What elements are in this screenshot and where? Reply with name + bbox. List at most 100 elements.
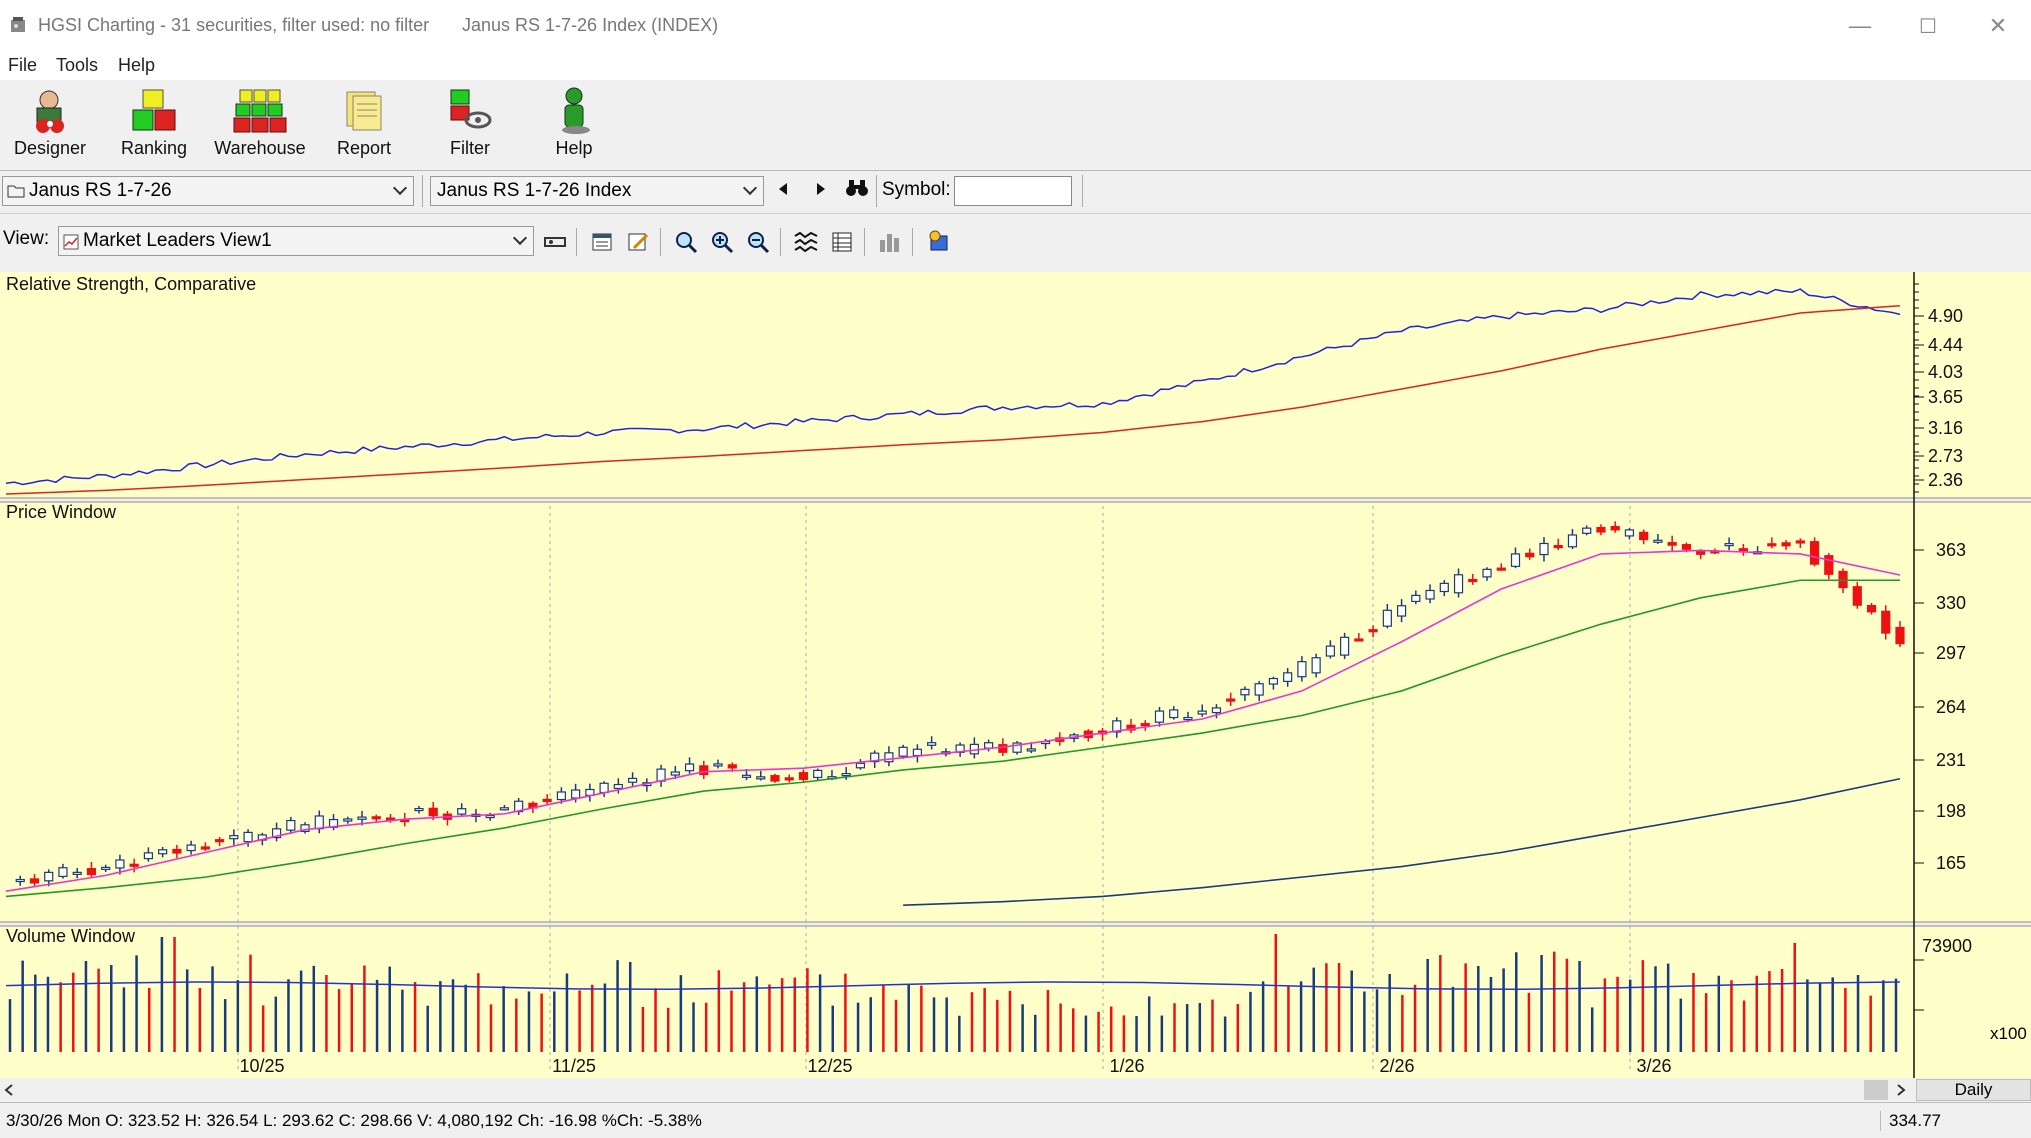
magnifier-icon bbox=[676, 232, 698, 254]
list-select[interactable]: Janus RS 1-7-26 bbox=[2, 176, 414, 206]
view-settings-button[interactable] bbox=[542, 228, 570, 256]
bar-chart-button[interactable] bbox=[876, 228, 904, 256]
date-tick-label: 12/25 bbox=[807, 1056, 852, 1076]
zoom-out-button[interactable] bbox=[744, 228, 772, 256]
ranking-button[interactable]: Ranking bbox=[106, 84, 202, 168]
candle-up bbox=[898, 746, 908, 757]
view-select[interactable]: Market Leaders View1 bbox=[58, 226, 534, 256]
candle-down bbox=[784, 777, 794, 781]
candle-up bbox=[1539, 542, 1549, 556]
previous-arrow-icon[interactable] bbox=[776, 181, 790, 197]
binoculars-icon[interactable] bbox=[844, 177, 870, 199]
scroll-thumb[interactable] bbox=[1864, 1080, 1888, 1100]
candle-up bbox=[813, 769, 823, 779]
date-tick-label: 3/26 bbox=[1636, 1056, 1671, 1076]
rs-pane-title: Relative Strength, Comparative bbox=[6, 274, 257, 294]
divider bbox=[576, 228, 577, 256]
maximize-button[interactable]: ☐ bbox=[1919, 15, 1937, 38]
date-tick-label: 1/26 bbox=[1109, 1056, 1144, 1076]
candle-up bbox=[1254, 683, 1264, 696]
candle-down bbox=[1767, 543, 1777, 547]
candle-down bbox=[798, 772, 809, 780]
rs-price-separator bbox=[0, 498, 2031, 502]
candle-up bbox=[72, 871, 82, 875]
candle-up bbox=[1325, 645, 1335, 657]
volume-axis-label: 73900 bbox=[1922, 936, 1972, 956]
candle-up bbox=[870, 752, 880, 763]
menu-tools[interactable]: Tools bbox=[56, 55, 99, 75]
filter-icon bbox=[450, 89, 492, 129]
symbol-input[interactable] bbox=[954, 176, 1072, 206]
designer-button[interactable]: Designer bbox=[2, 84, 98, 168]
date-tick-label: 2/26 bbox=[1379, 1056, 1414, 1076]
rs-axis-label: 4.90 bbox=[1928, 306, 1963, 326]
table-button[interactable] bbox=[828, 228, 856, 256]
candle-up bbox=[314, 815, 324, 830]
selector-bar: Janus RS 1-7-26 Janus RS 1-7-26 Index Sy… bbox=[0, 171, 2031, 214]
window-title: HGSI Charting - 31 securities, filter us… bbox=[38, 15, 430, 35]
timeframe-button[interactable]: Daily bbox=[1916, 1079, 2031, 1101]
long-moving-average-line bbox=[903, 777, 1901, 907]
price-volume-separator bbox=[0, 922, 2031, 926]
edit-button[interactable] bbox=[624, 228, 652, 256]
candle-up bbox=[1411, 594, 1421, 603]
candle-down bbox=[29, 878, 40, 884]
candle-up bbox=[229, 835, 239, 840]
menu-file[interactable]: File bbox=[8, 55, 38, 75]
candle-up bbox=[912, 748, 922, 757]
candle-up bbox=[1724, 543, 1734, 547]
chart-canvas[interactable]: 10/25 11/25 12/25 1/26 2/26 3/26 4.90 4.44 4.03 3… bbox=[0, 272, 2031, 1078]
candle-up bbox=[656, 768, 666, 782]
report-icon bbox=[346, 91, 382, 131]
candle-up bbox=[1582, 527, 1592, 534]
candle-down bbox=[1468, 578, 1478, 583]
indicators-button[interactable] bbox=[792, 228, 820, 256]
candle-up bbox=[1510, 553, 1521, 567]
export-button[interactable] bbox=[924, 228, 952, 256]
candle-up bbox=[1382, 609, 1392, 627]
rs-axis-label: 3.65 bbox=[1928, 387, 1963, 407]
divider bbox=[912, 228, 913, 256]
properties-button[interactable] bbox=[588, 228, 616, 256]
next-arrow-icon[interactable] bbox=[814, 181, 828, 197]
candle-down bbox=[1610, 525, 1620, 531]
scroll-right-icon[interactable] bbox=[1896, 1084, 1906, 1096]
search-button[interactable] bbox=[672, 228, 700, 256]
menu-help[interactable]: Help bbox=[118, 55, 156, 75]
candle-down bbox=[129, 863, 139, 867]
chart-area[interactable]: 10/25 11/25 12/25 1/26 2/26 3/26 4.90 4.44 4.03 3… bbox=[0, 272, 2031, 1080]
view-label: View: bbox=[3, 228, 50, 249]
divider bbox=[1082, 175, 1083, 207]
candle-up bbox=[613, 783, 623, 790]
candle-down bbox=[1525, 552, 1535, 558]
rs-axis-label: 2.36 bbox=[1928, 470, 1963, 490]
candle-up bbox=[713, 763, 723, 767]
candle-down bbox=[1866, 604, 1877, 613]
zoom-in-button[interactable] bbox=[708, 228, 736, 256]
security-select[interactable]: Janus RS 1-7-26 Index bbox=[430, 176, 764, 206]
divider bbox=[422, 175, 423, 207]
candle-down bbox=[215, 839, 225, 843]
price-axis-label: 198 bbox=[1936, 801, 1966, 821]
mid-moving-average-line bbox=[5, 579, 1900, 898]
report-button[interactable]: Report bbox=[316, 84, 412, 168]
candle-up bbox=[115, 859, 125, 869]
chevron-down-icon bbox=[742, 180, 758, 196]
candle-up bbox=[243, 831, 253, 843]
scroll-left-icon[interactable] bbox=[4, 1084, 14, 1096]
minimize-button[interactable]: — bbox=[1849, 13, 1871, 38]
candle-up bbox=[1340, 636, 1350, 656]
candle-down bbox=[1126, 724, 1136, 731]
warehouse-button[interactable]: Warehouse bbox=[212, 84, 308, 168]
candle-up bbox=[756, 776, 766, 780]
view-bar: View: Market Leaders View1 bbox=[0, 214, 2031, 272]
close-button[interactable]: ✕ bbox=[1988, 13, 2008, 38]
divider bbox=[780, 228, 781, 256]
filter-button[interactable]: Filter bbox=[422, 84, 518, 168]
candle-down bbox=[1667, 542, 1677, 546]
candle-up bbox=[1154, 710, 1165, 723]
help-button[interactable]: Help bbox=[526, 84, 622, 168]
candle-up bbox=[1183, 716, 1193, 721]
date-tick-label: 10/25 bbox=[239, 1056, 284, 1076]
horizontal-scrollbar[interactable] bbox=[0, 1078, 2031, 1102]
